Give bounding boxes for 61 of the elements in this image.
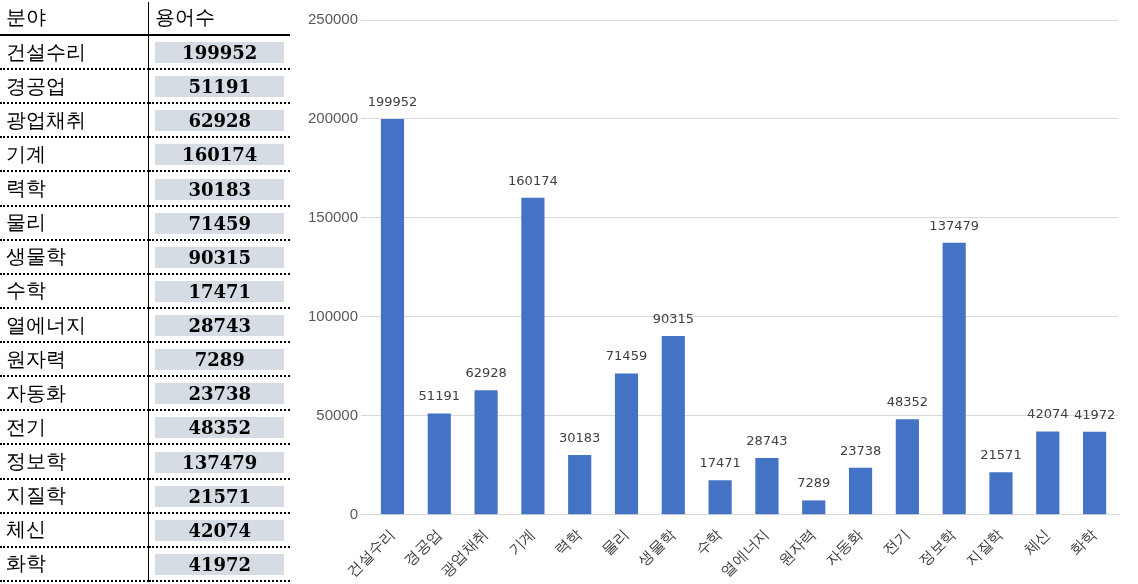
category-label: 광업채취 [0,103,149,138]
x-tick-label: 력학 [551,525,585,559]
y-tick-label: 250000 [307,10,359,28]
category-label: 지질학 [0,478,149,513]
data-label: 137479 [155,451,284,473]
data-label: 30183 [155,178,284,200]
data-label: 62928 [465,365,507,381]
data-label: 42074 [155,519,284,541]
data-label: 41972 [155,553,284,575]
data-label: 28743 [746,432,788,448]
category-label: 원자력 [0,342,149,377]
data-label: 7289 [797,475,831,491]
data-label: 51191 [418,388,460,404]
category-label: 생물학 [0,239,149,274]
data-label: 7289 [155,349,284,371]
category-label: 정보학 [0,444,149,479]
category-label: 물리 [0,205,149,240]
y-tick-label: 0 [349,504,359,522]
text: 분야 [0,2,149,35]
y-tick-label: 50000 [316,406,359,424]
x-tick-label: 수학 [691,525,726,559]
data-label: 62928 [155,110,284,132]
data-label: 28743 [155,315,284,336]
data-label: 160174 [508,172,558,188]
data-label: 17471 [699,455,741,471]
category-label: 열에너지 [0,307,149,343]
text: 용어수 [148,2,290,35]
category-label: 건설수리 [0,34,149,70]
data-label: 160174 [155,144,284,166]
data-label: 71459 [605,348,648,364]
x-tick-label: 전기 [879,525,913,559]
data-label: 23738 [839,442,882,458]
x-tick-label: 체신 [1019,525,1053,559]
data-label: 21571 [155,485,284,507]
y-tick-label: 100000 [307,307,359,325]
data-label: 41972 [1073,406,1116,422]
data-label: 199952 [155,42,284,63]
category-label: 자동화 [0,376,149,411]
data-label: 48352 [155,417,284,439]
x-tick-label: 기계 [504,525,538,559]
category-label: 수학 [0,273,149,308]
category-label: 기계 [0,137,149,172]
data-label: 51191 [155,76,284,98]
data-label: 42074 [1027,406,1069,422]
data-label: 23738 [155,383,284,405]
y-tick-label: 150000 [307,208,359,226]
data-label: 199952 [367,93,418,109]
category-label: 경공업 [0,69,149,104]
x-tick-label: 물리 [598,525,632,559]
data-label: 90315 [155,246,284,268]
data-label: 137479 [929,217,979,233]
data-label: 17471 [155,280,284,302]
data-label: 30183 [559,429,601,445]
data-label: 21571 [980,447,1022,463]
category-label: 력학 [0,171,149,206]
data-label: 90315 [652,310,694,326]
category-label: 전기 [0,410,149,445]
data-label: 71459 [155,212,284,234]
data-label: 48352 [886,394,929,410]
y-tick-label: 200000 [307,109,359,127]
x-tick-label: 화학 [1066,525,1100,559]
